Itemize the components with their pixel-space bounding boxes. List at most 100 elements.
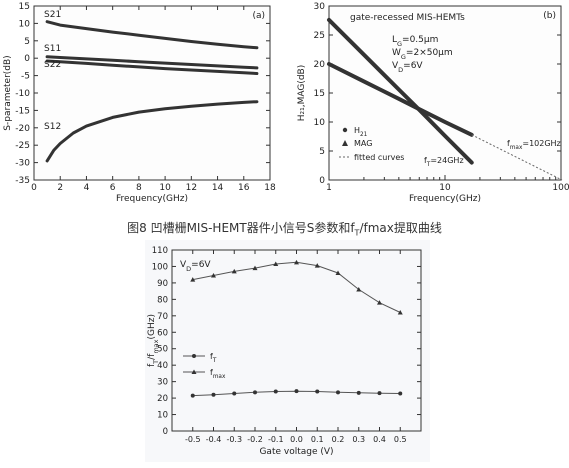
x-tick-label: 10	[159, 183, 171, 193]
y-tick-label: -5	[21, 72, 30, 82]
y-tick-label: 30	[314, 2, 326, 12]
y-tick-label: -10	[15, 89, 30, 99]
x-tick-label: -0.2	[247, 435, 263, 444]
annotation-ft: fT=24GHz	[424, 156, 464, 168]
y-axis-label: H₂₁,MAG(dB)	[297, 65, 307, 122]
x-tick-label: 1	[326, 183, 332, 193]
data-point-fmax	[356, 286, 362, 292]
y-tick-label: 10	[314, 118, 326, 128]
x-tick-label: -0.4	[206, 435, 222, 444]
legend-label-ft: fT	[210, 352, 217, 364]
y-tick-label: -30	[15, 159, 30, 169]
data-point-ft	[253, 390, 257, 395]
y-tick-label: 15	[314, 89, 325, 99]
x-axis-label: Frequency(GHz)	[409, 194, 481, 204]
data-point-fmax	[294, 259, 299, 265]
y-tick-label: 100	[152, 262, 168, 272]
data-point-fmax	[314, 263, 320, 268]
x-tick-label: 14	[212, 183, 224, 193]
y-tick-label: 80	[157, 295, 168, 305]
legend: fT fmax	[183, 352, 226, 380]
x-tick-label: 0.4	[373, 435, 386, 444]
series-label-s22: S22	[44, 60, 61, 70]
y-tick-label: 50	[157, 345, 168, 355]
data-point-fmax	[335, 270, 341, 276]
y-tick-label: 0	[24, 54, 30, 64]
x-tick-label: 0.1	[311, 435, 324, 444]
series-line-mag	[327, 62, 474, 137]
y-tick-label: 90	[157, 279, 168, 289]
data-point-ft	[232, 391, 237, 396]
data-point-fmax	[273, 261, 279, 266]
data-point-fmax	[252, 265, 258, 271]
legend-label-fmax: fmax	[210, 368, 226, 380]
data-point-ft	[336, 390, 340, 395]
series-label-s21: S21	[44, 10, 61, 20]
data-point-ft	[356, 390, 361, 395]
legend-label-h21: H21	[354, 126, 368, 138]
y-tick-label: 30	[157, 378, 168, 388]
y-tick-label: 25	[314, 31, 325, 41]
data-point-ft	[398, 391, 403, 396]
legend-marker-fmax	[191, 369, 197, 374]
y-axis-label: S-parameter(dB)	[3, 55, 13, 130]
y-tick-label: 10	[19, 19, 31, 29]
caption-prefix: 图8 凹槽栅MIS-HEMT器件小信号S参数和f	[127, 221, 355, 235]
panel-label: (a)	[252, 11, 265, 21]
data-point-ft	[273, 389, 278, 394]
data-point-ft	[211, 392, 216, 397]
data-point-fmax	[211, 273, 216, 278]
x-tick-label: 0.5	[394, 435, 407, 444]
data-point-ft	[294, 389, 299, 394]
y-tick-label: 20	[314, 60, 326, 70]
annotation-vd: VD=6V	[180, 260, 211, 273]
x-tick-label: 0	[31, 183, 37, 193]
panel-a-frame	[33, 5, 271, 181]
y-tick-label: 60	[157, 328, 168, 338]
y-tick-label: 5	[319, 147, 325, 157]
y-tick-label: 110	[152, 246, 168, 256]
y-tick-label: 40	[157, 361, 168, 371]
param-drain-voltage: VD=6V	[392, 61, 423, 74]
x-tick-label: 12	[186, 183, 197, 193]
panel-c: -0.5 -0.4 -0.3 -0.2 -0.1 0.0 0.1 0.2 0.3 0.4 0.5 0 1…	[145, 240, 430, 462]
y-tick-label: 5	[24, 37, 30, 47]
legend-label-mag: MAG	[354, 139, 372, 148]
param-gate-width: WG=2×50μm	[392, 48, 453, 61]
panel-c-frame	[171, 249, 422, 432]
caption-suffix: /fmax提取曲线	[359, 221, 442, 235]
panel-b: 1 10 100 0 5 10 15 20 25 30 Frequency(GHz) H₂₁,MAG(…	[297, 2, 569, 204]
y-tick-label: 0	[319, 176, 325, 186]
panel-a: 0 2 4 6 8 10 12 14 16 18 -35 -30 -25 -20 -15 -10 -5 0 5 10 1…	[3, 2, 276, 204]
legend-marker-mag	[342, 140, 348, 146]
y-tick-label: 70	[157, 312, 168, 322]
y-tick-label: -25	[15, 141, 30, 151]
y-tick-label: 15	[19, 2, 30, 12]
series-line-h21	[327, 17, 474, 165]
x-tick-label: 10	[439, 183, 451, 193]
caption-subscript: T	[354, 228, 360, 238]
x-tick-label: -0.5	[185, 435, 201, 444]
x-tick-label: 16	[238, 183, 250, 193]
series-line-s12	[45, 100, 259, 163]
panel-label: (b)	[543, 11, 556, 21]
data-point-fmax	[377, 300, 382, 305]
x-tick-label: 6	[110, 183, 116, 193]
series-label-s11: S11	[44, 44, 61, 54]
series-line-s21	[45, 20, 259, 50]
x-axis-label: Frequency(GHz)	[116, 194, 188, 204]
series-label-s12: S12	[44, 122, 61, 132]
data-point-ft	[190, 393, 195, 398]
x-axis-label: Gate voltage (V)	[259, 447, 333, 457]
x-tick-label: 18	[264, 183, 276, 193]
figure-caption: 图8 凹槽栅MIS-HEMT器件小信号S参数和fT/fmax提取曲线	[0, 219, 569, 237]
x-tick-label: 100	[552, 183, 569, 193]
data-point-ft	[377, 391, 382, 396]
x-tick-label: 4	[84, 183, 90, 193]
series-line-s22	[45, 59, 259, 75]
data-point-fmax	[231, 268, 237, 274]
panel-b-title: gate-recessed MIS-HEMTs	[350, 13, 465, 23]
x-tick-label: 8	[136, 183, 142, 193]
